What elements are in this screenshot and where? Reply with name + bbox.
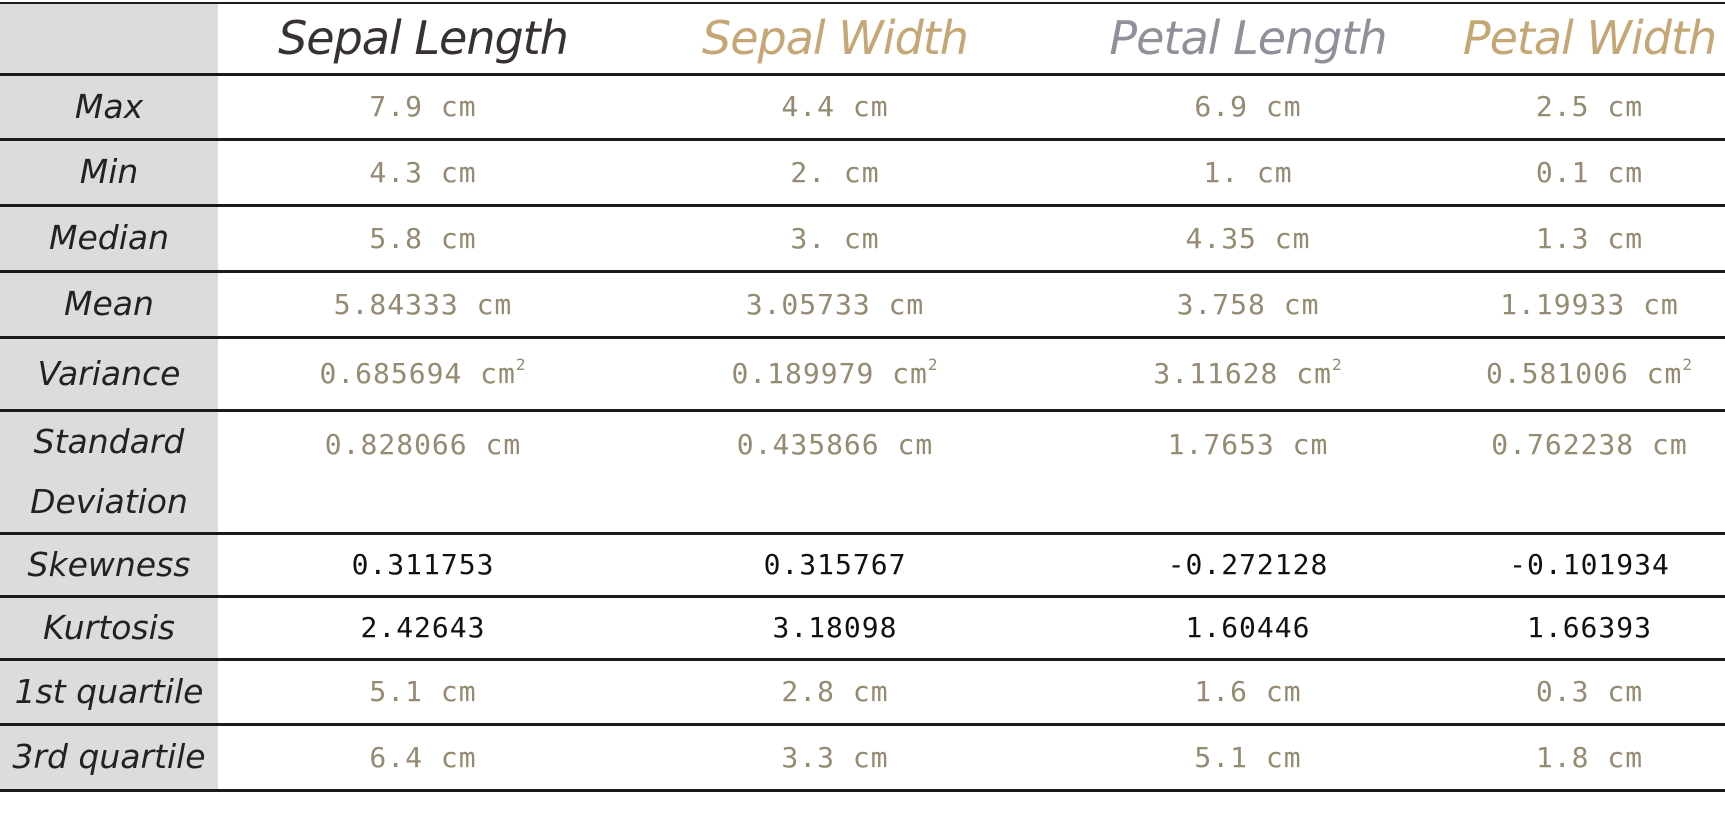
table-cell: 1. cm [1203, 155, 1293, 189]
table-cell: 0.685694 cm2 [319, 355, 527, 390]
table-cell: 1.66393 [1526, 611, 1652, 644]
row-label: Median [0, 205, 218, 271]
table-cell: 1.8 cm [1535, 740, 1644, 774]
table-cell: -0.101934 [1509, 548, 1670, 581]
header-row: Sepal Length Sepal Width Petal Length Pe… [0, 3, 1725, 74]
table-cell: 3. cm [790, 221, 880, 255]
table-row-skewness: Skewness 0.311753 0.315767 -0.272128 -0.… [0, 533, 1725, 596]
table-cell: 1.19933 cm [1500, 287, 1679, 321]
unit-exponent: 2 [515, 355, 527, 374]
table-row-median: Median 5.8 cm 3. cm 4.35 cm 1.3 cm [0, 205, 1725, 271]
table-cell: 0.581006 cm2 [1485, 355, 1694, 390]
table-cell: 7.9 cm [369, 90, 477, 123]
table-cell: 3.11628 cm2 [1153, 355, 1343, 390]
table-row-standard-deviation: Standard Deviation 0.828066 cm 0.435866 … [0, 410, 1725, 533]
table-cell: 5.1 cm [369, 675, 477, 708]
table-cell: 0.315767 [763, 548, 907, 581]
column-header-sepal-length: Sepal Length [278, 11, 569, 66]
row-label: Min [0, 139, 218, 205]
table-cell: 2.8 cm [781, 675, 889, 708]
table-cell: 4.4 cm [781, 90, 889, 123]
column-header-petal-width: Petal Width [1462, 11, 1717, 66]
row-label: Skewness [0, 533, 218, 596]
table-row-kurtosis: Kurtosis 2.42643 3.18098 1.60446 1.66393 [0, 596, 1725, 659]
table-cell: 3.3 cm [781, 740, 889, 774]
table-cell: 5.8 cm [369, 221, 477, 255]
table-cell: 1.3 cm [1535, 221, 1644, 255]
row-label: Variance [0, 337, 218, 410]
table-row-variance: Variance 0.685694 cm2 0.189979 cm2 3.116… [0, 337, 1725, 410]
table-cell: 4.3 cm [369, 155, 477, 189]
column-header-sepal-width: Sepal Width [702, 11, 969, 66]
table-cell: -0.272128 [1167, 548, 1329, 581]
table-row-mean: Mean 5.84333 cm 3.05733 cm 3.758 cm 1.19… [0, 271, 1725, 337]
table-cell: 3.05733 cm [745, 287, 925, 321]
row-label: 1st quartile [0, 659, 218, 724]
corner-cell [0, 3, 218, 74]
row-label: Max [0, 74, 218, 139]
table-row-1st-quartile: 1st quartile 5.1 cm 2.8 cm 1.6 cm 0.3 cm [0, 659, 1725, 724]
table-row-min: Min 4.3 cm 2. cm 1. cm 0.1 cm [0, 139, 1725, 205]
table-cell: 1.7653 cm [1167, 427, 1329, 461]
unit-exponent: 2 [1682, 355, 1694, 374]
table-row-max: Max 7.9 cm 4.4 cm 6.9 cm 2.5 cm [0, 74, 1725, 139]
table-cell: 6.4 cm [369, 740, 477, 774]
table-cell: 0.435866 cm [736, 427, 934, 461]
table-cell: 0.3 cm [1535, 675, 1644, 708]
table-cell: 0.762238 cm [1491, 427, 1688, 461]
table-cell: 0.1 cm [1535, 155, 1644, 189]
table-cell: 3.758 cm [1176, 287, 1320, 321]
unit-exponent: 2 [927, 355, 939, 374]
table-cell: 0.311753 [351, 548, 495, 581]
unit-exponent: 2 [1331, 355, 1343, 374]
table-cell: 3.18098 [772, 611, 898, 644]
row-label: 3rd quartile [0, 724, 218, 790]
table-cell: 5.1 cm [1194, 740, 1302, 774]
table-cell: 2. cm [790, 155, 880, 189]
table-cell: 2.5 cm [1535, 90, 1644, 123]
column-header-petal-length: Petal Length [1109, 11, 1387, 66]
row-label: Kurtosis [0, 596, 218, 659]
table-cell: 1.6 cm [1194, 675, 1302, 708]
row-label: Mean [0, 271, 218, 337]
table-cell: 4.35 cm [1185, 221, 1311, 255]
table-cell: 1.60446 [1185, 611, 1311, 644]
row-label: Standard Deviation [0, 410, 218, 533]
table-cell: 5.84333 cm [333, 287, 513, 321]
table-cell: 0.189979 cm2 [731, 355, 939, 390]
table-row-3rd-quartile: 3rd quartile 6.4 cm 3.3 cm 5.1 cm 1.8 cm [0, 724, 1725, 790]
table-cell: 6.9 cm [1194, 90, 1302, 123]
statistics-table: Sepal Length Sepal Width Petal Length Pe… [0, 2, 1725, 792]
table-cell: 2.42643 [360, 611, 486, 644]
table-cell: 0.828066 cm [324, 427, 522, 461]
